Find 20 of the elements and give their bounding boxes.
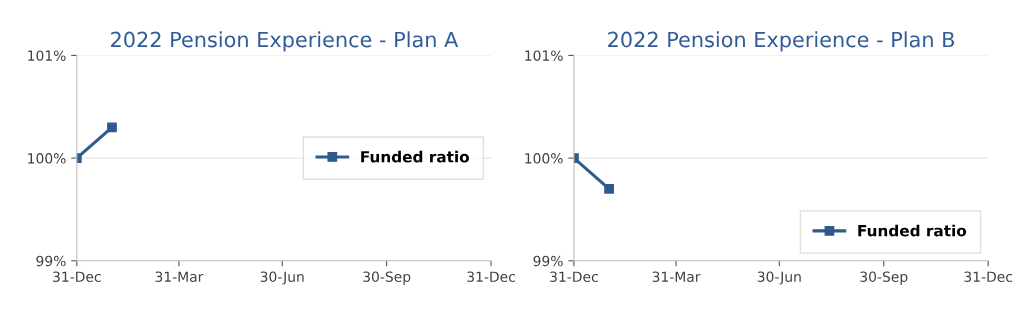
x-tick-label: 31-Dec: [467, 271, 515, 282]
chart-title: 2022 Pension Experience - Plan B: [608, 31, 954, 52]
x-tick-label: 30-Sep: [363, 271, 411, 285]
y-tick-label: 100%: [28, 153, 66, 164]
x-tick-label: 31-Mar: [155, 271, 204, 282]
x-tick-label: 31-Dec: [964, 271, 1013, 282]
y-tick-label: 101%: [28, 50, 66, 61]
y-tick-label: 99%: [533, 255, 563, 267]
y-tick-label: 100%: [525, 153, 563, 164]
x-tick-label: 30-Jun: [260, 271, 304, 285]
y-tick-label: 99%: [36, 255, 66, 267]
y-tick-label: 101%: [525, 50, 563, 61]
x-tick-label: 30-Sep: [860, 271, 908, 285]
chart-title: 2022 Pension Experience - Plan A: [111, 31, 459, 52]
x-tick-label: 31-Mar: [652, 271, 701, 282]
legend-label: Funded ratio: [361, 150, 470, 163]
x-tick-label: 31-Dec: [53, 271, 101, 282]
x-tick-label: 30-Jun: [757, 271, 801, 285]
x-tick-label: 31-Dec: [550, 271, 598, 282]
legend-label: Funded ratio: [858, 224, 967, 237]
